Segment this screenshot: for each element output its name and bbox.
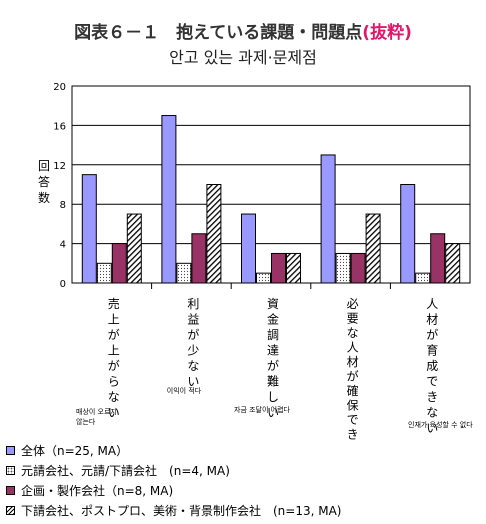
x-category-char: 売 (108, 296, 120, 311)
bar-prime-contractor (415, 272, 431, 284)
x-category-char: で (347, 413, 359, 427)
x-category-char: ら (108, 375, 120, 389)
x-category-label: 必要な人材が確保できない (347, 297, 359, 440)
x-category-char: 確 (347, 383, 359, 398)
x-category-char: 少 (187, 344, 199, 358)
x-category-char: 材 (347, 355, 359, 369)
x-category-char: い (426, 421, 438, 435)
y-axis-title-char: 答 (38, 174, 50, 189)
y-tick-label: 20 (53, 82, 66, 93)
x-category-char: し (267, 390, 279, 404)
x-category-char: 益 (187, 313, 199, 327)
bar-all (81, 174, 97, 284)
legend-label: 下請会社、ポストプロ、美術・背景制作会社 (n=13, MA) (21, 503, 342, 518)
x-category-char: な (187, 359, 199, 373)
x-category-char: 資 (267, 297, 279, 311)
x-category-char: 難 (267, 374, 279, 389)
x-category-label-korean: 매상이 오르지 않는다 (76, 407, 117, 426)
bar-subcontractor (206, 184, 222, 284)
x-category-char: い (267, 406, 279, 420)
x-category-char: な (347, 326, 359, 340)
bar-subcontractor (126, 213, 142, 284)
legend-swatch-solid-light (6, 445, 15, 455)
x-category-char: き (426, 390, 438, 404)
bar-prime-contractor (256, 272, 271, 284)
bar-all (400, 184, 416, 284)
legend-item-planning-production: 企画・製作会社（n=8, MA) (6, 480, 342, 500)
bar-all (241, 213, 256, 284)
x-category-char: 達 (267, 344, 279, 358)
x-category-char: で (426, 375, 438, 389)
x-category-char: が (108, 327, 120, 342)
x-category-char: 人 (426, 297, 438, 311)
bar-prime-contractor (335, 252, 351, 284)
legend-label: 全体（n=25, MA） (21, 443, 129, 458)
x-category-char: 上 (108, 313, 120, 327)
x-category-char: 保 (347, 399, 359, 413)
x-category-char: 上 (108, 344, 120, 358)
bar-planning-production (271, 252, 286, 284)
bar-prime-contractor (96, 262, 112, 284)
x-category-char: い (187, 375, 199, 389)
chart-title: 図表６－１ 抱えている課題・問題点(抜粋) (0, 18, 486, 43)
x-category-label-korean: 자금 조달이 어렵다 (234, 405, 291, 414)
x-category-char: い (108, 406, 120, 420)
x-category-char: 金 (267, 312, 279, 327)
chart-title-highlight: (抜粋) (362, 23, 412, 43)
bar-planning-production (111, 243, 127, 284)
bar-prime-contractor (176, 262, 192, 284)
x-category-char: 材 (426, 313, 438, 327)
x-category-char: 要 (347, 312, 359, 326)
y-axis-title-char: 数 (38, 190, 50, 205)
x-category-char: な (108, 390, 120, 404)
legend-item-prime-contractor: 元請会社、元請/下請会社 (n=4, MA) (6, 460, 342, 480)
x-category-char: が (187, 327, 199, 342)
x-category-char: 成 (426, 359, 438, 373)
y-tick-label: 16 (53, 121, 66, 132)
x-category-char: き (347, 428, 359, 441)
bar-all (161, 115, 177, 284)
bar-all (320, 154, 336, 284)
x-category-char: が (267, 358, 279, 373)
y-tick-label: 8 (60, 200, 66, 211)
chart-title-main: 図表６－１ 抱えている課題・問題点 (74, 23, 363, 43)
x-category-char: が (347, 369, 359, 384)
x-category-char: 育 (426, 343, 438, 358)
bar-planning-production (430, 233, 446, 284)
x-category-char: 調 (267, 328, 279, 342)
x-category-char: 人 (347, 341, 359, 355)
bar-planning-production (191, 233, 207, 284)
y-tick-label: 12 (53, 161, 66, 172)
y-axis-title-char: 回 (38, 159, 50, 173)
legend-swatch-hatch (6, 505, 15, 515)
legend-item-subcontractor: 下請会社、ポストプロ、美術・背景制作会社 (n=13, MA) (6, 500, 342, 520)
x-category-char: 利 (187, 297, 199, 311)
x-category-char: が (108, 358, 120, 373)
legend-label: 元請会社、元請/下請会社 (n=4, MA) (21, 463, 230, 478)
bar-subcontractor (365, 213, 381, 284)
x-category-label-korean: 인재가 육성할 수 없다 (408, 420, 473, 429)
legend-label: 企画・製作会社（n=8, MA) (21, 483, 174, 498)
legend-item-all: 全体（n=25, MA） (6, 440, 342, 460)
x-category-label-korean: 이익이 적다 (167, 386, 202, 395)
y-tick-label: 4 (60, 240, 66, 251)
x-category-char: な (426, 406, 438, 420)
chart-legend: 全体（n=25, MA） 元請会社、元請/下請会社 (n=4, MA) 企画・製… (6, 440, 342, 520)
x-category-char: が (426, 327, 438, 342)
chart-subtitle: 안고 있는 과제·문제점 (169, 48, 317, 67)
bar-planning-production (350, 252, 366, 284)
legend-swatch-dots (6, 465, 15, 475)
x-category-char: 必 (347, 297, 359, 311)
y-tick-label: 0 (60, 279, 66, 290)
legend-swatch-solid-dark (6, 485, 15, 495)
bar-subcontractor (445, 243, 461, 284)
bar-subcontractor (286, 252, 301, 284)
